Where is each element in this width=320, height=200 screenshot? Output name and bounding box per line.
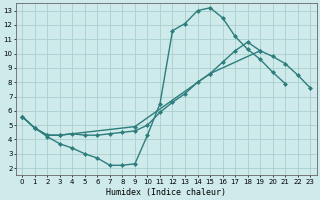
X-axis label: Humidex (Indice chaleur): Humidex (Indice chaleur) xyxy=(106,188,226,197)
